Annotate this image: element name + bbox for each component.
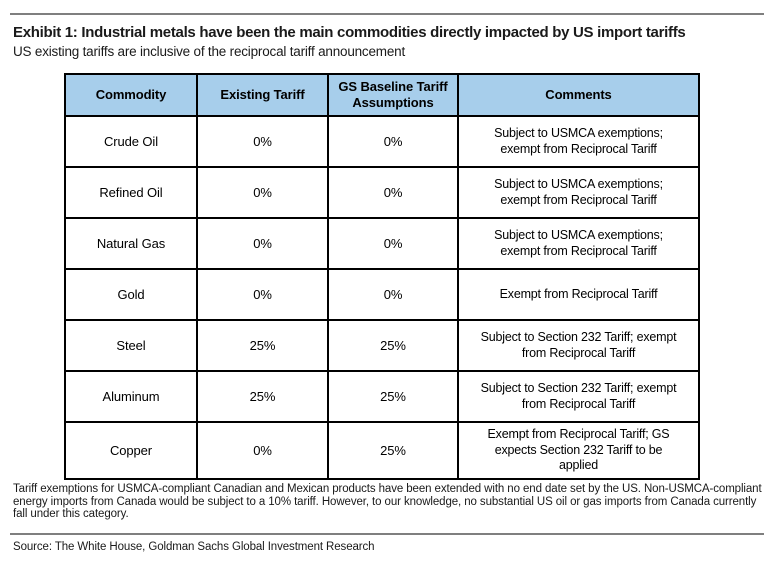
exhibit-title: Exhibit 1: Industrial metals have been t…	[13, 24, 686, 41]
table-row-crude-oil: Crude Oil 0% 0% Subject to USMCA exempti…	[64, 115, 700, 168]
table-row-aluminum: Aluminum 25% 25% Subject to Section 232 …	[64, 370, 700, 423]
column-header-comments: Comments	[457, 73, 700, 117]
gs-baseline-cell: 25%	[327, 370, 459, 423]
tariff-table: Commodity Existing Tariff GS Baseline Ta…	[64, 73, 700, 480]
commodity-cell: Aluminum	[64, 370, 198, 423]
comments-cell: Subject to Section 232 Tariff; exempt fr…	[457, 370, 700, 423]
comments-cell: Exempt from Reciprocal Tariff; GS expect…	[457, 421, 700, 480]
column-header-existing-tariff: Existing Tariff	[196, 73, 329, 117]
table-row-copper: Copper 0% 25% Exempt from Reciprocal Tar…	[64, 421, 700, 480]
existing-tariff-cell: 0%	[196, 268, 329, 321]
gs-baseline-cell: 0%	[327, 268, 459, 321]
exhibit-subtitle: US existing tariffs are inclusive of the…	[13, 44, 406, 59]
existing-tariff-cell: 25%	[196, 370, 329, 423]
top-divider-rule	[10, 13, 764, 15]
column-header-commodity: Commodity	[64, 73, 198, 117]
source-attribution: Source: The White House, Goldman Sachs G…	[13, 541, 375, 553]
table-row-refined-oil: Refined Oil 0% 0% Subject to USMCA exemp…	[64, 166, 700, 219]
commodity-cell: Gold	[64, 268, 198, 321]
commodity-cell: Copper	[64, 421, 198, 480]
commodity-cell: Crude Oil	[64, 115, 198, 168]
comments-cell: Exempt from Reciprocal Tariff	[457, 268, 700, 321]
bottom-divider-rule	[10, 533, 764, 535]
table-row-steel: Steel 25% 25% Subject to Section 232 Tar…	[64, 319, 700, 372]
comments-cell: Subject to USMCA exemptions; exempt from…	[457, 217, 700, 270]
existing-tariff-cell: 25%	[196, 319, 329, 372]
footnote-text: Tariff exemptions for USMCA-compliant Ca…	[13, 483, 762, 521]
comments-cell: Subject to USMCA exemptions; exempt from…	[457, 166, 700, 219]
table-header-row: Commodity Existing Tariff GS Baseline Ta…	[64, 73, 700, 117]
gs-baseline-cell: 0%	[327, 166, 459, 219]
table-row-gold: Gold 0% 0% Exempt from Reciprocal Tariff	[64, 268, 700, 321]
commodity-cell: Steel	[64, 319, 198, 372]
gs-baseline-cell: 0%	[327, 115, 459, 168]
gs-baseline-cell: 25%	[327, 421, 459, 480]
existing-tariff-cell: 0%	[196, 217, 329, 270]
comments-cell: Subject to Section 232 Tariff; exempt fr…	[457, 319, 700, 372]
gs-baseline-cell: 0%	[327, 217, 459, 270]
existing-tariff-cell: 0%	[196, 421, 329, 480]
existing-tariff-cell: 0%	[196, 115, 329, 168]
existing-tariff-cell: 0%	[196, 166, 329, 219]
comments-cell: Subject to USMCA exemptions; exempt from…	[457, 115, 700, 168]
commodity-cell: Refined Oil	[64, 166, 198, 219]
table-row-natural-gas: Natural Gas 0% 0% Subject to USMCA exemp…	[64, 217, 700, 270]
column-header-gs-baseline: GS Baseline Tariff Assumptions	[327, 73, 459, 117]
commodity-cell: Natural Gas	[64, 217, 198, 270]
gs-baseline-cell: 25%	[327, 319, 459, 372]
